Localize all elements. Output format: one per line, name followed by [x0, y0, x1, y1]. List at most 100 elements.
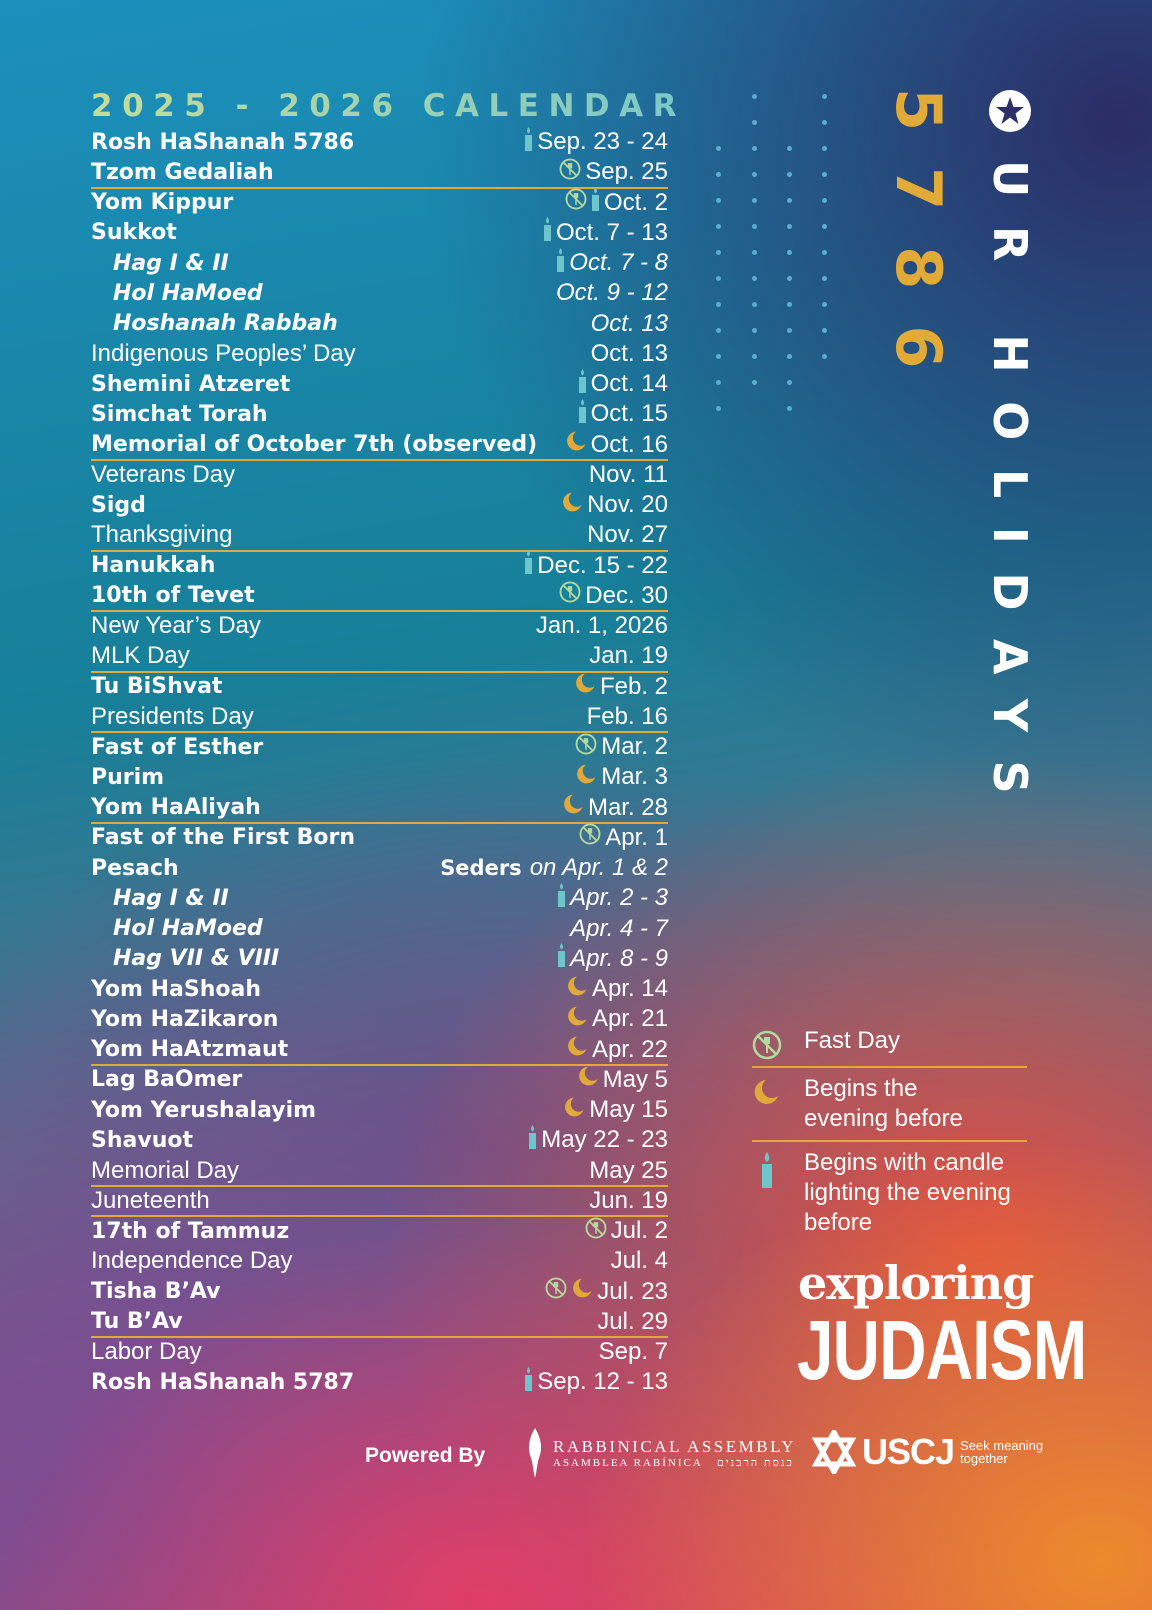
holiday-date: Mar. 28: [587, 793, 668, 821]
holiday-date-group: Nov. 11: [589, 461, 668, 489]
holiday-date-group: Jul. 2: [585, 1217, 668, 1246]
holiday-name: Memorial of October 7th (observed): [91, 432, 538, 458]
dot: [822, 302, 827, 307]
holiday-name: Hag I & II: [113, 885, 229, 911]
heading-text: UR HOLIDAYS: [983, 160, 1037, 823]
dot: [787, 172, 792, 177]
holiday-date-group: Oct. 13: [591, 310, 668, 338]
moon-icon: [563, 1096, 585, 1125]
holiday-date: Oct. 9 - 12: [555, 279, 668, 307]
dot: [752, 224, 757, 229]
holiday-date: Oct. 13: [590, 339, 668, 367]
holiday-name: MLK Day: [91, 642, 190, 670]
rabbinical-assembly-logo: RABBINICAL ASSEMBLY ASAMBLEA RABÍNICA כנסת…: [525, 1428, 796, 1478]
candle-icon: [752, 1148, 804, 1238]
holiday-name: Purim: [91, 764, 165, 790]
holiday-row: Yom HaZikaron Apr. 21: [91, 1004, 668, 1034]
holiday-date: Sep. 23 - 24: [537, 128, 668, 156]
holiday-row: Yom HaAtzmaut Apr. 22: [91, 1035, 668, 1067]
dot: [716, 302, 721, 307]
holiday-date: Apr. 14: [591, 975, 668, 1003]
holiday-date: May 15: [589, 1096, 668, 1124]
holiday-name: New Year’s Day: [91, 612, 261, 640]
holiday-row: 17th of Tammuz Jul. 2: [91, 1216, 668, 1246]
holiday-name: Rosh HaShanah 5787: [91, 1369, 355, 1395]
dot: [752, 120, 757, 125]
holiday-row: Hol HaMoed Apr. 4 - 7: [91, 914, 668, 944]
moon-icon: [566, 1005, 588, 1034]
fast-icon: [575, 733, 597, 762]
holiday-name: Hol HaMoed: [113, 916, 263, 942]
holiday-date-group: Oct. 2: [565, 187, 668, 218]
holiday-date: May 5: [602, 1065, 668, 1093]
holiday-date-group: May 5: [577, 1065, 668, 1094]
holiday-date-group: Oct. 15: [578, 398, 668, 430]
holiday-row: Hoshanah Rabbah Oct. 13: [91, 309, 668, 339]
dot: [716, 224, 721, 229]
candle-icon: [557, 943, 566, 974]
dot: [822, 328, 827, 333]
holiday-date: Jul. 29: [597, 1307, 668, 1335]
holiday-name: Fast of the First Born: [91, 825, 356, 851]
legend-moon: Begins the evening before: [752, 1074, 1027, 1142]
holiday-row: Memorial Day May 25: [91, 1156, 668, 1188]
legend-fast-label: Fast Day: [804, 1027, 901, 1054]
holiday-row: Yom Yerushalayim May 15: [91, 1095, 668, 1125]
holiday-row: Presidents Day Feb. 16: [91, 702, 668, 734]
our-holidays-heading: UR HOLIDAYS: [983, 88, 1037, 822]
fast-icon: [559, 158, 581, 187]
candle-icon: [578, 398, 587, 430]
holiday-date-group: Sep. 23 - 24: [524, 126, 668, 158]
holiday-row: Hag I & II Oct. 7 - 8: [91, 247, 668, 279]
holiday-date-group: Oct. 7 - 8: [556, 247, 668, 279]
holiday-name: Sukkot: [91, 220, 177, 246]
dot: [787, 198, 792, 203]
holiday-date-group: Nov. 27: [587, 521, 668, 549]
holiday-date-group: Oct. 9 - 12: [556, 279, 668, 307]
holiday-date: Sep. 7: [598, 1338, 668, 1366]
holiday-date: Sep. 25: [585, 158, 668, 186]
holiday-name: Hag I & II: [113, 250, 229, 276]
holiday-name: Indigenous Peoples’ Day: [91, 339, 356, 367]
holiday-date: Dec. 30: [585, 581, 668, 609]
dot: [822, 94, 827, 99]
holiday-date-group: Apr. 8 - 9: [557, 943, 668, 974]
dot: [716, 276, 721, 281]
holiday-date: Feb. 2: [599, 672, 668, 700]
holiday-date: Jul. 4: [610, 1247, 668, 1275]
holiday-list: Rosh HaShanah 5786 Sep. 23 - 24 Tzom Gedal…: [91, 126, 668, 1398]
moon-icon: [575, 763, 597, 792]
holiday-name: Labor Day: [91, 1338, 202, 1366]
dot: [752, 302, 757, 307]
holiday-date: Oct. 7 - 13: [555, 218, 668, 246]
candle-icon: [524, 126, 533, 158]
dot: [787, 146, 792, 151]
holiday-row: Sukkot Oct. 7 - 13: [91, 217, 668, 248]
holiday-name: Tisha B’Av: [91, 1279, 221, 1305]
dot: [822, 224, 827, 229]
holiday-row: New Year’s Day Jan. 1, 2026: [91, 611, 668, 641]
uscj-logo: USCJ Seek meaning together: [812, 1430, 1043, 1474]
holiday-name: Lag BaOmer: [91, 1067, 243, 1093]
holiday-date-group: Sep. 12 - 13: [524, 1366, 668, 1398]
dot: [752, 250, 757, 255]
holiday-row: Shemini Atzeret Oct. 14: [91, 368, 668, 399]
holiday-name: Rosh HaShanah 5786: [91, 129, 355, 155]
holiday-date: Nov. 20: [587, 491, 668, 519]
fast-icon: [579, 823, 601, 852]
holiday-row: Hanukkah Dec. 15 - 22: [91, 550, 668, 581]
holiday-name: Shemini Atzeret: [91, 371, 291, 397]
holiday-name: Juneteenth: [91, 1186, 210, 1214]
holiday-date: Jan. 19: [589, 642, 668, 670]
holiday-row: Tzom Gedaliah Sep. 25: [91, 157, 668, 189]
legend-moon-label: Begins the evening before: [804, 1075, 963, 1132]
holiday-row: Yom HaAliyah Mar. 28: [91, 793, 668, 825]
fast-icon: [565, 188, 587, 217]
dot: [787, 276, 792, 281]
holiday-date: Apr. 2 - 3: [570, 884, 668, 912]
star-circle-o-icon: [987, 88, 1033, 134]
holiday-row: Yom Kippur Oct. 2: [91, 187, 668, 218]
holiday-date: Apr. 4 - 7: [570, 914, 668, 942]
holiday-row: Independence Day Jul. 4: [91, 1246, 668, 1276]
powered-by-label: Powered By: [365, 1444, 486, 1467]
